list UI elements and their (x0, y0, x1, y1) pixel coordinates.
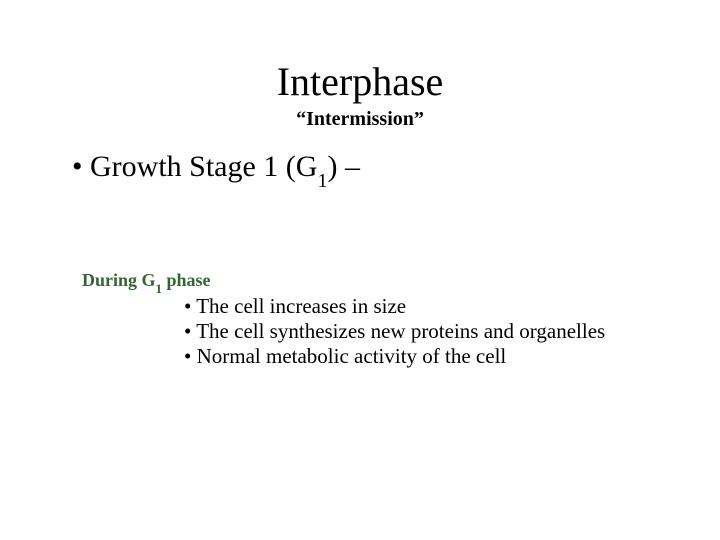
main-bullet-prefix: • Growth Stage 1 (G (72, 150, 317, 183)
main-bullet: • Growth Stage 1 (G1) – (72, 150, 360, 189)
main-bullet-sub: 1 (317, 170, 327, 192)
main-bullet-suffix: ) – (327, 150, 360, 183)
slide-subtitle: “Intermission” (0, 108, 720, 131)
body-bullets: • The cell increases in size • The cell … (184, 294, 614, 370)
subheading-suffix: phase (162, 270, 211, 290)
subheading-prefix: During G (82, 270, 156, 290)
body-line-2: • The cell synthesizes new proteins and … (184, 319, 614, 344)
subheading: During G1 phase (82, 270, 211, 295)
slide-title: Interphase (0, 58, 720, 105)
subheading-sub: 1 (156, 281, 163, 296)
body-line-3: • Normal metabolic activity of the cell (184, 344, 614, 369)
body-line-1: • The cell increases in size (184, 294, 614, 319)
